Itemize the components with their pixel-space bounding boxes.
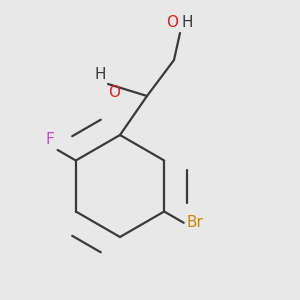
Text: Br: Br [187, 215, 203, 230]
Text: O: O [109, 85, 121, 100]
Text: H: H [182, 15, 193, 30]
Text: F: F [46, 132, 55, 147]
Text: H: H [95, 68, 106, 82]
Text: O: O [167, 15, 178, 30]
